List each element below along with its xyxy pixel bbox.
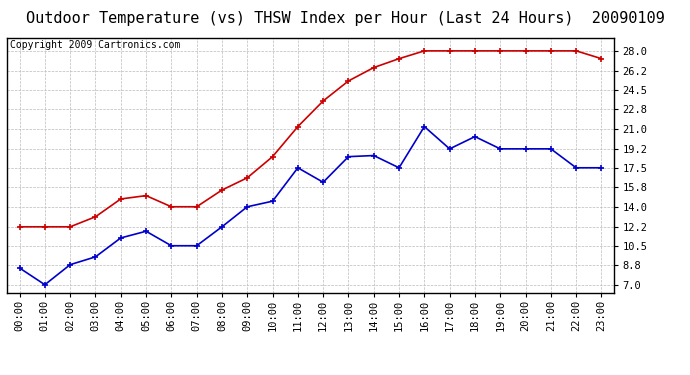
Text: Outdoor Temperature (vs) THSW Index per Hour (Last 24 Hours)  20090109: Outdoor Temperature (vs) THSW Index per … <box>26 11 664 26</box>
Text: Copyright 2009 Cartronics.com: Copyright 2009 Cartronics.com <box>10 40 180 50</box>
